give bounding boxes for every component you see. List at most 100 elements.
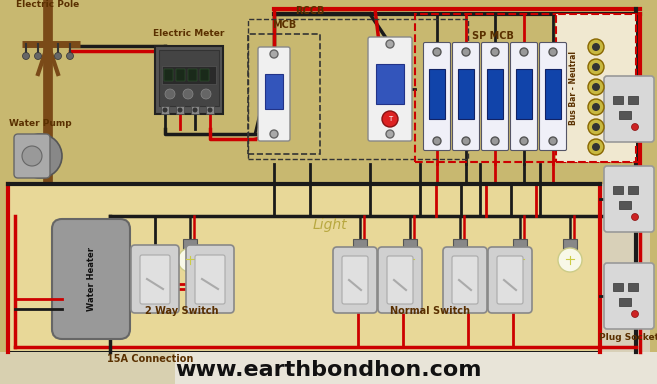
FancyBboxPatch shape (482, 43, 509, 151)
Circle shape (588, 79, 604, 95)
Bar (513, 239, 527, 249)
Circle shape (18, 134, 62, 178)
Circle shape (398, 248, 422, 272)
Bar (628, 96, 638, 104)
FancyBboxPatch shape (604, 166, 654, 232)
Circle shape (386, 40, 394, 48)
Bar (206, 106, 214, 114)
Circle shape (549, 137, 557, 145)
Text: Light: Light (313, 218, 348, 232)
Bar (545, 69, 561, 119)
FancyBboxPatch shape (186, 245, 234, 313)
Bar (161, 106, 169, 114)
FancyBboxPatch shape (604, 76, 654, 142)
Bar (200, 69, 209, 81)
Text: RCCB: RCCB (295, 6, 325, 16)
FancyBboxPatch shape (342, 256, 368, 304)
Bar (628, 186, 638, 194)
Circle shape (177, 108, 183, 113)
FancyBboxPatch shape (14, 134, 50, 178)
Bar (164, 69, 173, 81)
Circle shape (433, 137, 441, 145)
Bar (8, 184, 600, 352)
Circle shape (162, 108, 168, 113)
Bar (619, 298, 631, 306)
Bar (191, 106, 199, 114)
Bar (453, 239, 467, 249)
FancyBboxPatch shape (424, 43, 451, 151)
Bar (563, 239, 577, 249)
Circle shape (592, 143, 600, 151)
Bar (175, 352, 657, 384)
Text: Plug Socket: Plug Socket (599, 333, 657, 342)
FancyBboxPatch shape (539, 43, 566, 151)
Circle shape (183, 89, 193, 99)
Circle shape (22, 146, 42, 166)
Circle shape (592, 43, 600, 51)
FancyBboxPatch shape (52, 219, 130, 339)
Circle shape (508, 248, 532, 272)
Circle shape (520, 137, 528, 145)
Circle shape (462, 48, 470, 56)
FancyBboxPatch shape (488, 247, 532, 313)
FancyBboxPatch shape (453, 43, 480, 151)
Circle shape (386, 130, 394, 138)
Circle shape (201, 89, 211, 99)
Text: Water Pump: Water Pump (9, 119, 72, 128)
Circle shape (631, 124, 639, 131)
FancyBboxPatch shape (131, 245, 179, 313)
FancyBboxPatch shape (140, 255, 170, 304)
Bar (556, 14, 636, 162)
Circle shape (462, 137, 470, 145)
Bar (176, 106, 184, 114)
Circle shape (433, 48, 441, 56)
Bar (429, 69, 445, 119)
Bar (183, 239, 197, 249)
FancyBboxPatch shape (258, 47, 290, 141)
Circle shape (193, 108, 198, 113)
Circle shape (35, 53, 41, 60)
Bar (458, 69, 474, 119)
Text: www.earthbondhon.com: www.earthbondhon.com (175, 360, 481, 380)
Circle shape (491, 48, 499, 56)
Bar (415, 14, 640, 162)
Bar (162, 66, 216, 84)
Text: Water Heater: Water Heater (87, 247, 95, 311)
Circle shape (208, 108, 212, 113)
FancyBboxPatch shape (368, 37, 412, 141)
Bar (516, 69, 532, 119)
Circle shape (588, 119, 604, 135)
Bar (176, 69, 185, 81)
Circle shape (592, 123, 600, 131)
Bar (0, 352, 657, 384)
Circle shape (549, 48, 557, 56)
Circle shape (448, 248, 472, 272)
Bar (487, 69, 503, 119)
Bar (155, 46, 223, 114)
Bar (613, 96, 623, 104)
Text: 15A Connection: 15A Connection (107, 354, 193, 364)
Circle shape (588, 39, 604, 55)
FancyBboxPatch shape (387, 256, 413, 304)
FancyBboxPatch shape (452, 256, 478, 304)
Circle shape (592, 63, 600, 71)
FancyBboxPatch shape (604, 263, 654, 329)
Bar (613, 283, 623, 291)
Circle shape (588, 99, 604, 115)
Text: T: T (388, 116, 392, 122)
Circle shape (348, 248, 372, 272)
Circle shape (178, 248, 202, 272)
Bar (353, 239, 367, 249)
Circle shape (165, 89, 175, 99)
Bar (159, 50, 219, 106)
Text: SP MCB: SP MCB (472, 31, 513, 41)
Bar (600, 184, 650, 352)
FancyBboxPatch shape (510, 43, 537, 151)
Bar (265, 74, 283, 109)
Text: Normal Switch: Normal Switch (390, 306, 470, 316)
Circle shape (631, 214, 639, 220)
Bar (248, 34, 320, 154)
Bar (619, 201, 631, 209)
Circle shape (66, 53, 74, 60)
Circle shape (588, 139, 604, 155)
